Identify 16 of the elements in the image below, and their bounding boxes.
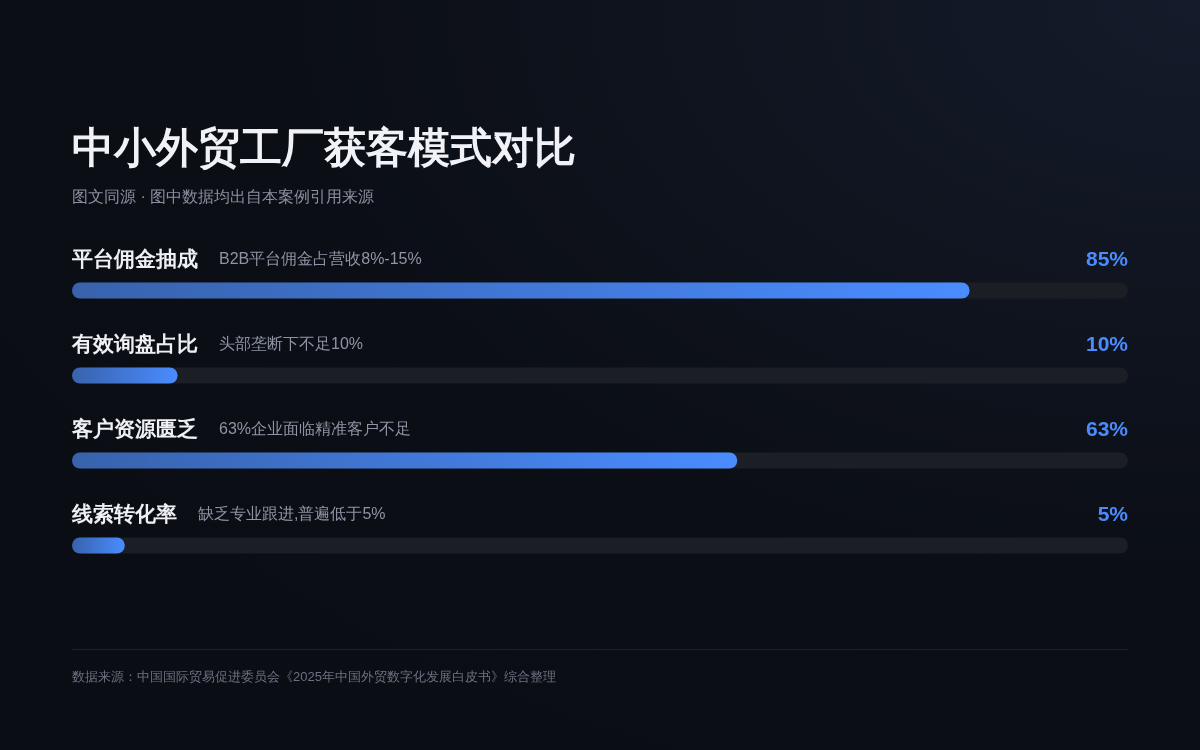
y-tick-label: 客户资源匮乏 [71,416,198,440]
annotation: 63%企业面临精准客户不足 [219,420,412,437]
data-label: 10% [1085,332,1129,355]
chart-subtitle: 图文同源 · 图中数据均出自本案例引用来源 [72,188,375,205]
annotation: 头部垄断下不足10% [219,335,364,352]
bar [72,367,178,384]
y-tick-label: 线索转化率 [71,501,177,525]
data-label: 63% [1085,417,1129,440]
y-tick-label: 有效询盘占比 [71,331,198,355]
data-label: 85% [1085,247,1129,270]
source-note: 数据来源：中国国际贸易促进委员会《2025年中国外贸数字化发展白皮书》综合整理 [72,669,557,685]
chart-title: 中小外贸工厂获客模式对比 [72,124,576,171]
annotation: B2B平台佣金占营收8%-15% [219,250,422,267]
annotation: 缺乏专业跟进,普遍低于5% [198,505,386,522]
data-label: 5% [1097,502,1129,525]
y-tick-label: 平台佣金抽成 [71,246,198,270]
